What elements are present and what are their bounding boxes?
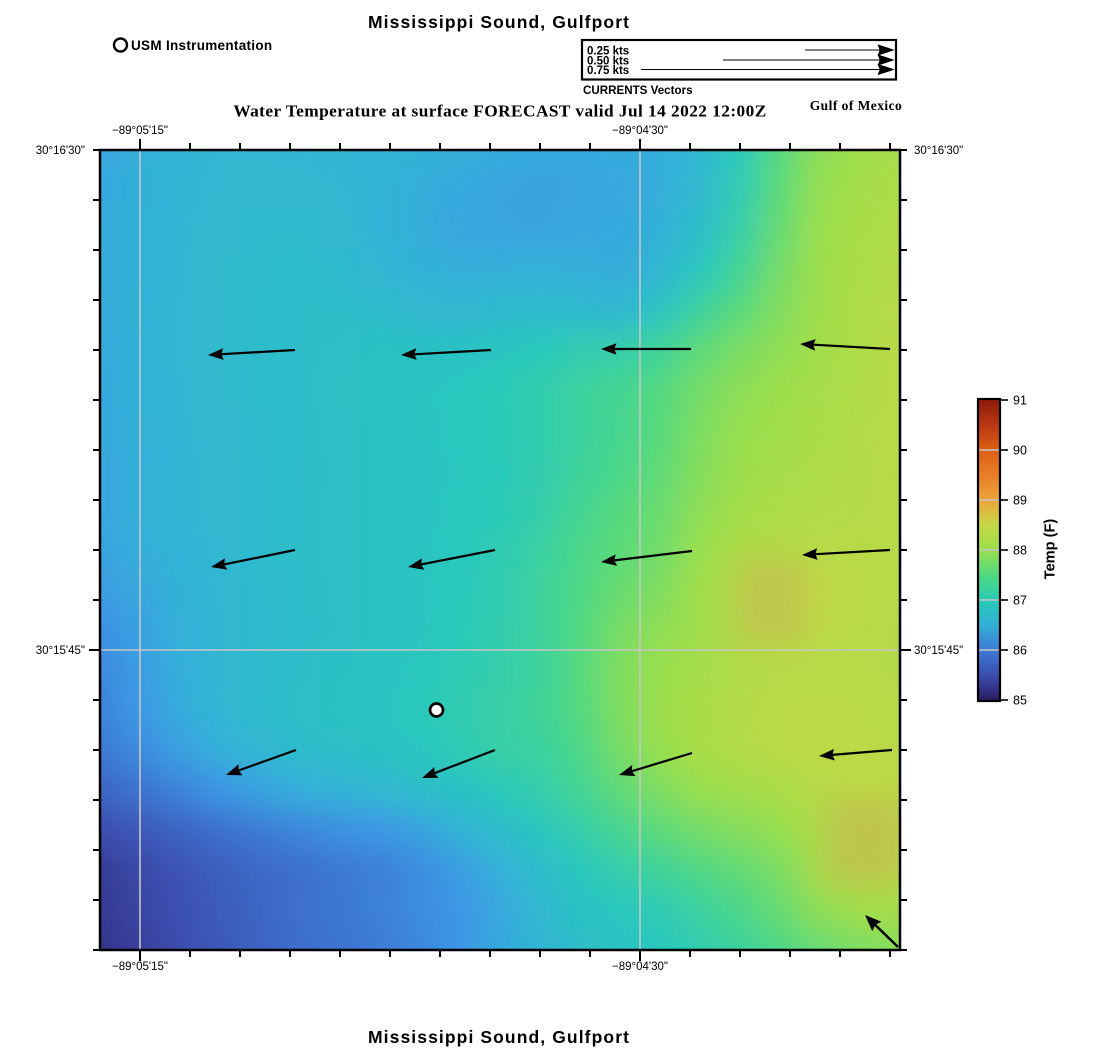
svg-text:90: 90	[1013, 444, 1027, 458]
svg-text:89: 89	[1013, 494, 1027, 508]
svg-text:30°16'30": 30°16'30"	[36, 145, 85, 157]
svg-text:0.75 kts: 0.75 kts	[587, 65, 629, 77]
svg-text:−89°04'30": −89°04'30"	[612, 961, 668, 973]
svg-text:91: 91	[1013, 394, 1027, 408]
svg-text:−89°05'15": −89°05'15"	[112, 961, 168, 973]
svg-text:USM Instrumentation: USM Instrumentation	[131, 38, 272, 53]
svg-text:Mississippi Sound, Gulfport: Mississippi Sound, Gulfport	[368, 1027, 630, 1047]
svg-text:Water Temperature at surface F: Water Temperature at surface FORECAST va…	[233, 102, 766, 121]
svg-text:88: 88	[1013, 544, 1027, 558]
svg-text:85: 85	[1013, 694, 1027, 708]
svg-text:0.25 kts: 0.25 kts	[587, 46, 629, 58]
svg-text:30°15'45": 30°15'45"	[36, 645, 85, 657]
svg-text:30°16'30": 30°16'30"	[914, 145, 963, 157]
svg-text:CURRENTS Vectors: CURRENTS Vectors	[583, 84, 693, 97]
svg-text:Mississippi Sound, Gulfport: Mississippi Sound, Gulfport	[368, 12, 630, 32]
svg-text:Gulf of Mexico: Gulf of Mexico	[810, 98, 903, 113]
svg-text:0.50 kts: 0.50 kts	[587, 56, 629, 68]
svg-text:−89°04'30": −89°04'30"	[612, 125, 668, 137]
svg-text:86: 86	[1013, 644, 1027, 658]
svg-text:−89°05'15": −89°05'15"	[112, 125, 168, 137]
svg-text:87: 87	[1013, 594, 1027, 608]
svg-text:30°15'45": 30°15'45"	[914, 645, 963, 657]
svg-text:Temp (F): Temp (F)	[1043, 519, 1059, 580]
